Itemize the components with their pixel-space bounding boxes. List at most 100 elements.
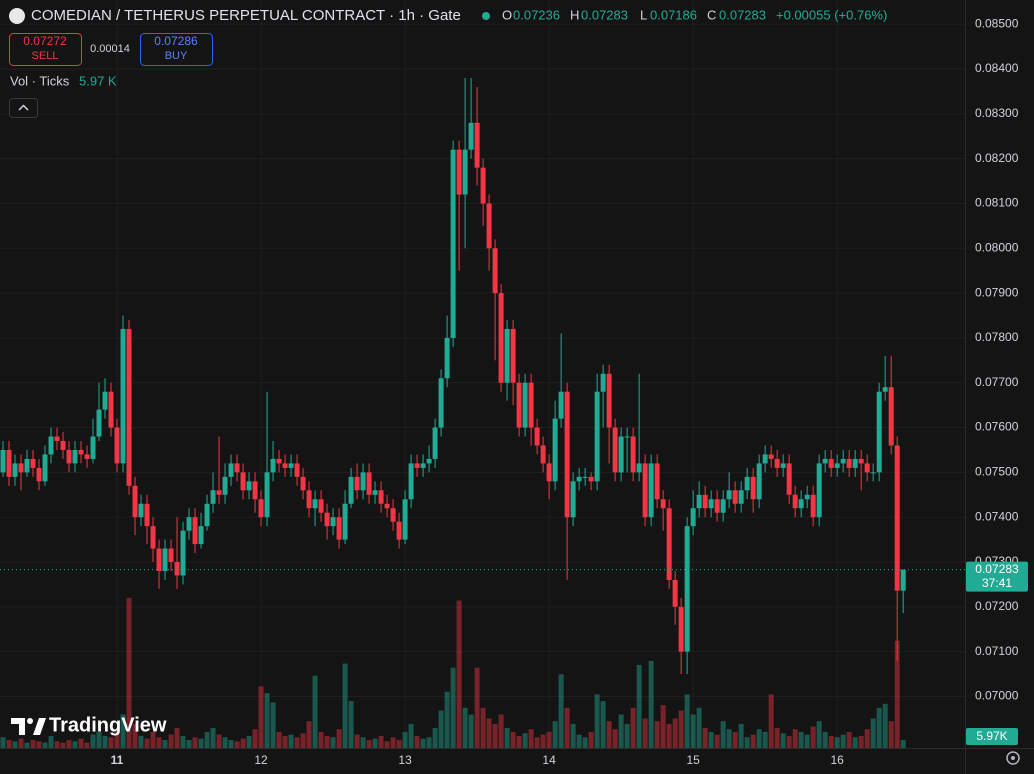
candle-body: [396, 521, 402, 540]
candle-body: [804, 494, 810, 500]
candle-body: [612, 427, 618, 473]
volume-bar: [828, 735, 834, 748]
candle-body: [132, 485, 138, 518]
legend-label: O: [502, 7, 512, 22]
candle-body: [264, 472, 270, 518]
volume-bar: [120, 714, 126, 748]
candle-body: [606, 373, 612, 428]
volume-bar: [96, 731, 102, 748]
volume-bar: [138, 735, 144, 748]
candle-body: [96, 409, 102, 437]
volume-bar: [36, 741, 42, 748]
volume-bar: [528, 729, 534, 748]
candle-body: [846, 458, 852, 468]
volume-bar: [570, 723, 576, 748]
volume-bar: [804, 734, 810, 748]
volume-bar: [246, 735, 252, 748]
volume-bar: [636, 664, 642, 748]
candle-body: [480, 167, 486, 204]
status-dot: [482, 12, 490, 20]
candle-body: [588, 476, 594, 482]
logo-shape: [11, 718, 25, 735]
candle-body: [378, 490, 384, 504]
volume-bar: [186, 739, 192, 748]
y-tick-label: 0.08000: [975, 240, 1019, 254]
candle-body: [504, 328, 510, 383]
candle-body: [246, 481, 252, 491]
volume-bar: [282, 735, 288, 748]
candle-body: [684, 526, 690, 652]
candle-body: [348, 476, 354, 504]
candle-body: [876, 391, 882, 473]
candle-body: [642, 463, 648, 518]
candle-body: [150, 526, 156, 549]
volume-tag: [966, 728, 1018, 745]
volume-bar: [126, 597, 132, 748]
candle-body: [402, 499, 408, 540]
candle-body: [300, 476, 306, 491]
volume-bar: [330, 737, 336, 748]
volume-bar: [426, 737, 432, 748]
volume-bar: [858, 735, 864, 748]
volume-bar: [408, 723, 414, 748]
candle-body: [546, 463, 552, 482]
candle-body: [714, 499, 720, 513]
volume-bar: [714, 734, 720, 748]
volume-bar: [366, 739, 372, 748]
candle-body: [492, 248, 498, 294]
candle-body: [780, 463, 786, 468]
buy-price: 0.07286: [154, 34, 198, 48]
volume-bar: [306, 721, 312, 748]
candle-body: [648, 463, 654, 518]
candle-body: [708, 499, 714, 509]
candle-body: [744, 476, 750, 491]
y-tick-label: 0.07700: [975, 375, 1019, 389]
volume-bar: [864, 729, 870, 748]
y-tick-label: 0.07500: [975, 465, 1019, 479]
candle-body: [54, 436, 60, 442]
candle-body: [816, 463, 822, 518]
candle-body: [888, 387, 894, 446]
buy-button[interactable]: [140, 33, 213, 66]
volume-bar: [216, 734, 222, 748]
candle-body: [420, 463, 426, 468]
volume-bar: [696, 707, 702, 748]
volume-bar: [504, 727, 510, 748]
volume-bar: [450, 667, 456, 748]
candle-body: [570, 481, 576, 518]
price-tag-countdown: 37:41: [982, 576, 1012, 590]
candle-body: [840, 458, 846, 464]
sell-button[interactable]: [9, 33, 82, 66]
volume-bar: [540, 734, 546, 748]
volume-bar: [468, 714, 474, 748]
logo-shape: [33, 718, 46, 735]
collapse-button[interactable]: [9, 98, 38, 118]
volume-bar: [78, 738, 84, 748]
volume-bar: [222, 737, 228, 748]
settings-icon[interactable]: [1006, 751, 1020, 765]
y-tick-label: 0.08400: [975, 61, 1019, 75]
volume-bar: [612, 729, 618, 748]
volume-bar: [480, 707, 486, 748]
candle-body: [192, 517, 198, 545]
volume-bar: [834, 737, 840, 748]
candle-body: [282, 463, 288, 468]
candle-body: [168, 548, 174, 563]
candle-body: [618, 436, 624, 473]
volume-tag-label: 5.97K: [976, 729, 1007, 743]
candle-body: [276, 458, 282, 464]
volume-bar: [774, 727, 780, 748]
candle-body: [30, 458, 36, 468]
volume-bar: [324, 735, 330, 748]
candle-body: [366, 472, 372, 495]
volume-bar: [420, 738, 426, 748]
legend-value: 0.07283: [719, 7, 766, 22]
volume-bar: [666, 723, 672, 748]
candle-body: [384, 503, 390, 509]
volume-bar: [348, 701, 354, 748]
volume-bar: [474, 667, 480, 748]
candle-body: [858, 458, 864, 464]
candle-body: [90, 436, 96, 459]
candle-body: [630, 436, 636, 473]
candle-body: [138, 503, 144, 518]
